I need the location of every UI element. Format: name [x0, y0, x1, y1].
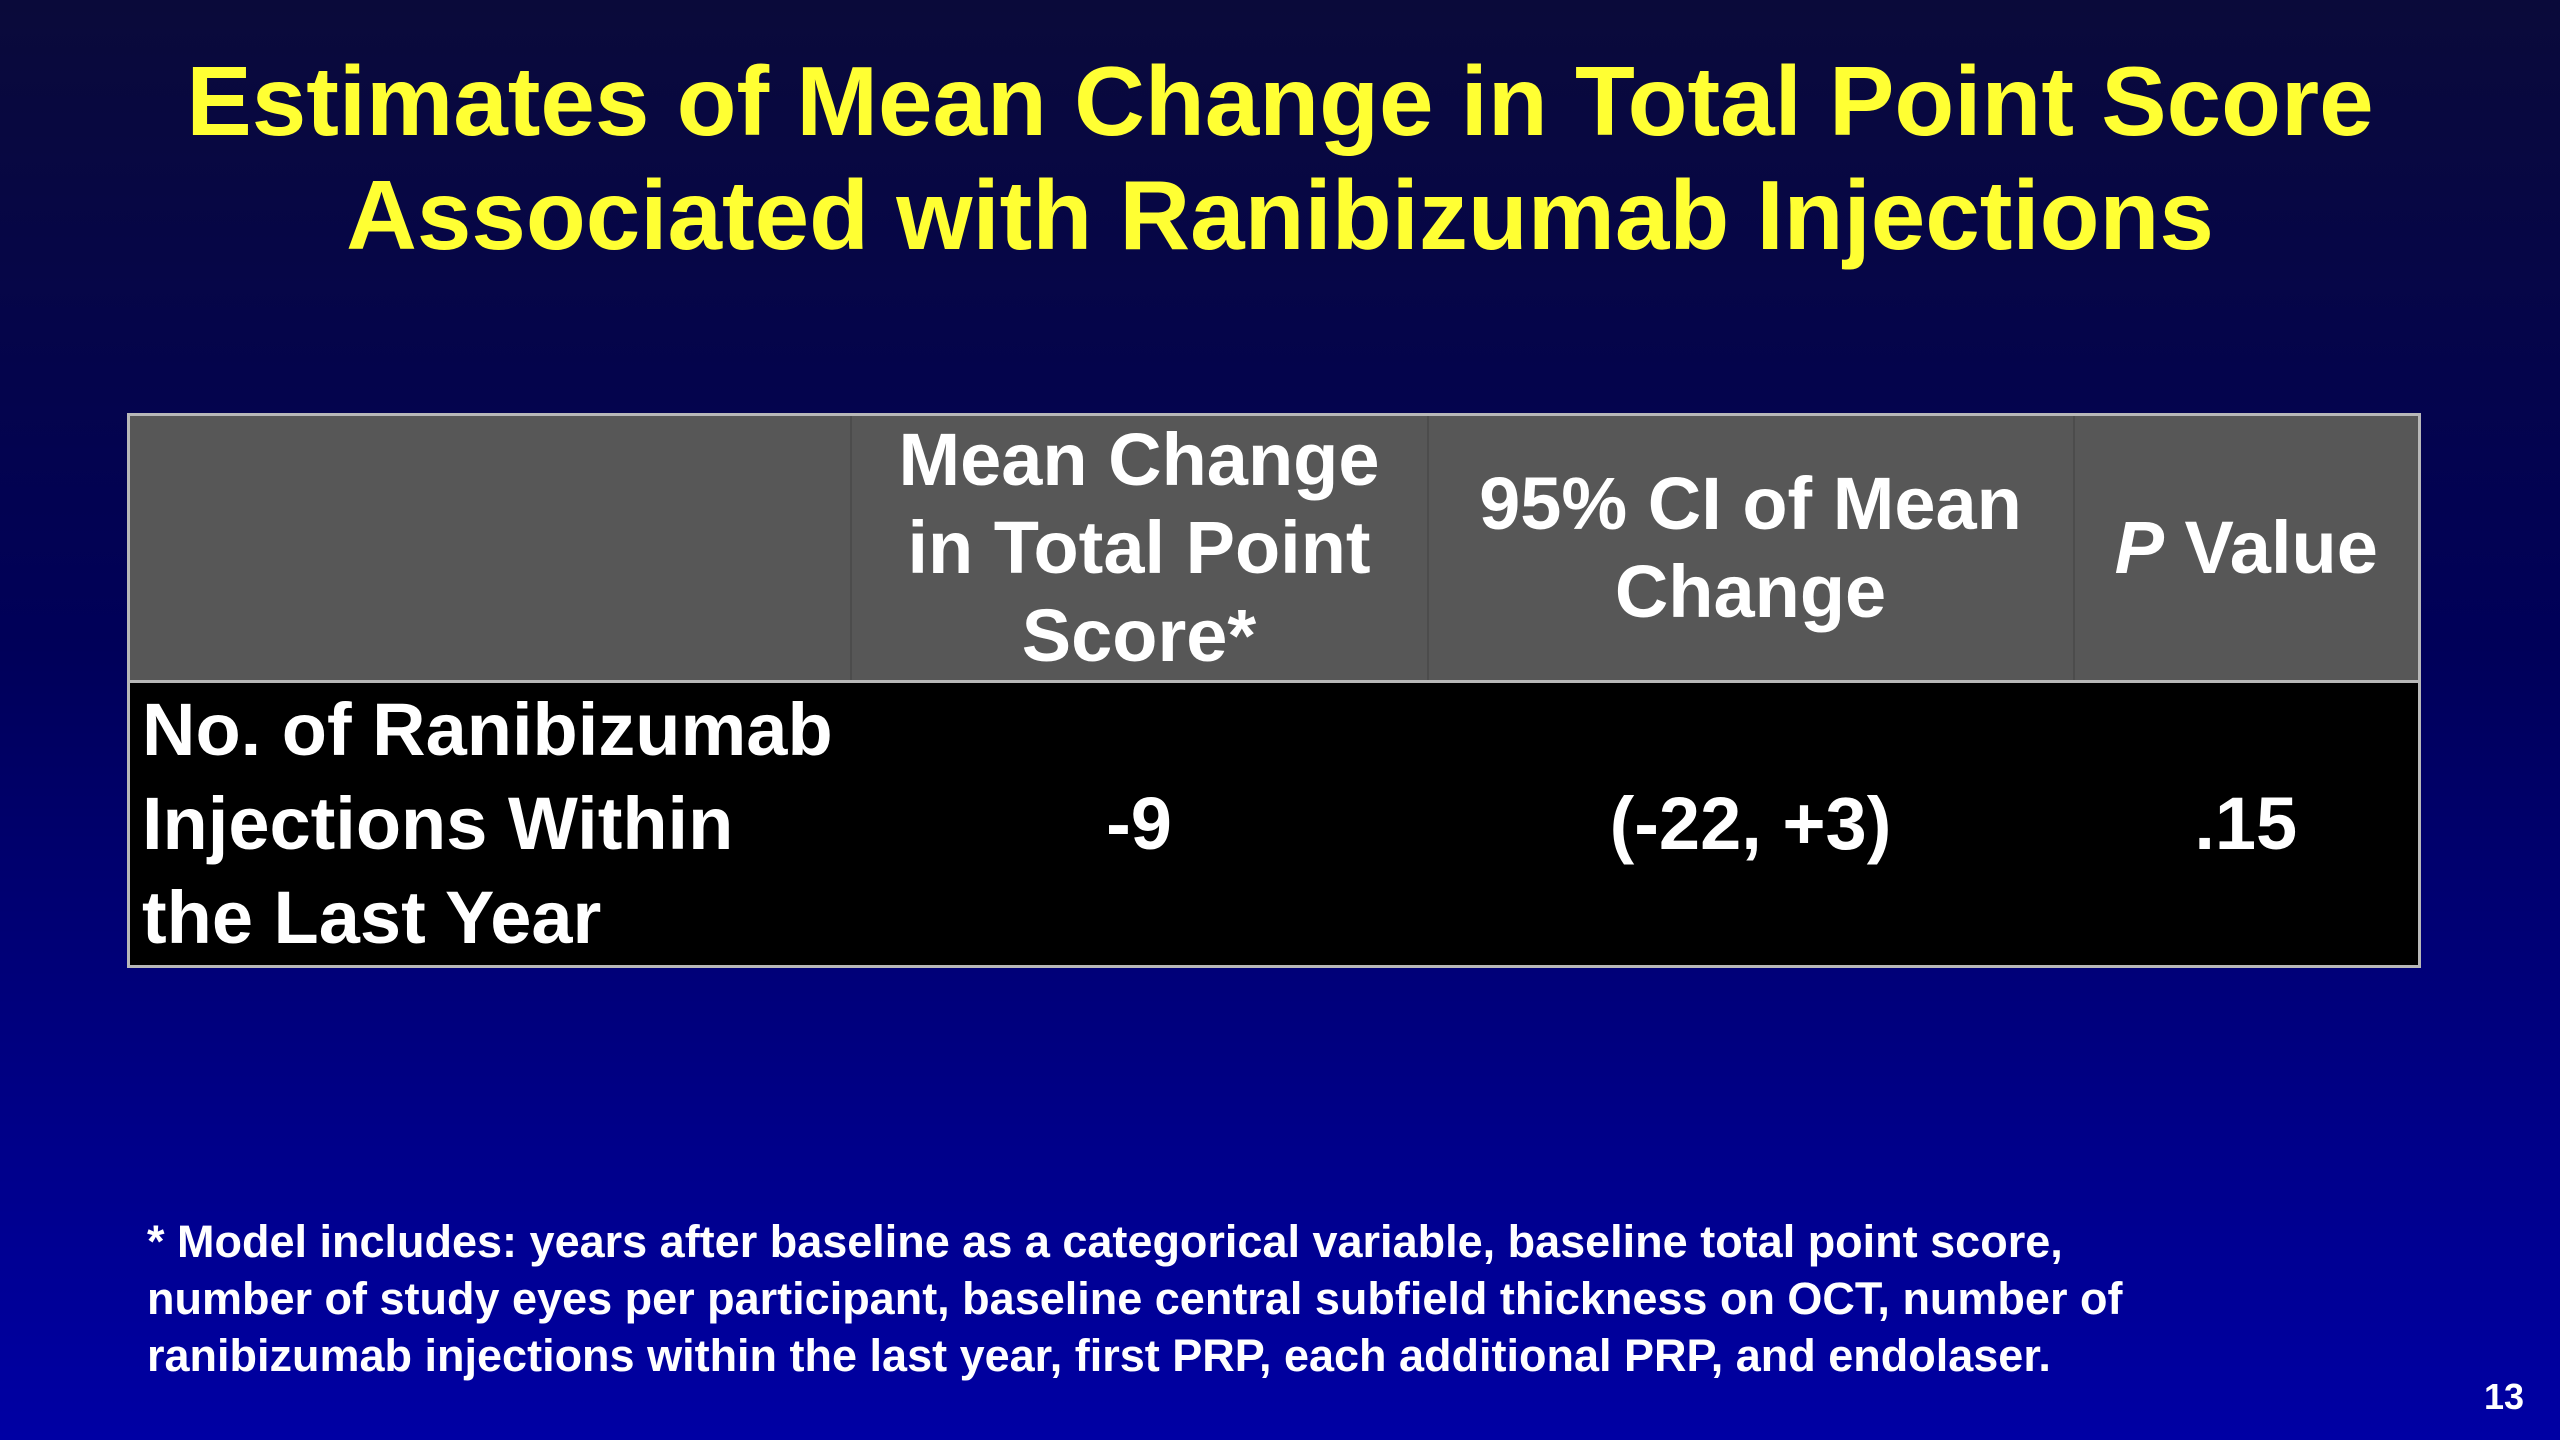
row-label-line-1: No. of Ranibizumab — [142, 688, 833, 771]
cell-mean-change: -9 — [850, 681, 1428, 967]
header-p-value-rest: Value — [2163, 506, 2378, 589]
cell-confidence-interval: (-22, +3) — [1427, 681, 2074, 967]
results-table: Mean Change in Total Point Score* 95% CI… — [127, 413, 2421, 968]
table-row: No. of Ranibizumab Injections Within the… — [128, 681, 2420, 967]
slide-title-line-2: Associated with Ranibizumab Injections — [346, 160, 2214, 270]
header-p-letter: P — [2114, 506, 2164, 589]
header-mean-change-line-3: Score* — [1021, 594, 1257, 677]
footnote-line-2: number of study eyes per participant, ba… — [147, 1273, 2123, 1324]
header-mean-change-line-1: Mean Change — [898, 418, 1380, 501]
page-number: 13 — [2483, 1376, 2524, 1417]
header-mean-change: Mean Change in Total Point Score* — [850, 414, 1429, 683]
header-p-value: P Value — [2073, 414, 2420, 683]
slide-title-line-1: Estimates of Mean Change in Total Point … — [186, 46, 2374, 156]
footnote-line-1: * Model includes: years after baseline a… — [147, 1216, 2063, 1267]
header-mean-change-line-2: in Total Point — [907, 506, 1371, 589]
row-label-line-3: the Last Year — [142, 876, 602, 959]
cell-p-value: .15 — [2073, 681, 2420, 967]
footnote-line-3: ranibizumab injections within the last y… — [147, 1330, 2051, 1381]
header-ci-line-2: Change — [1614, 550, 1887, 633]
header-confidence-interval: 95% CI of Mean Change — [1427, 414, 2075, 683]
slide-title: Estimates of Mean Change in Total Point … — [0, 44, 2560, 272]
header-empty-cell — [128, 414, 852, 683]
footnote: * Model includes: years after baseline a… — [147, 1213, 2447, 1384]
header-ci-line-1: 95% CI of Mean — [1479, 462, 2022, 545]
row-label-line-2: Injections Within — [142, 782, 734, 865]
row-label: No. of Ranibizumab Injections Within the… — [128, 681, 851, 967]
table-header-row: Mean Change in Total Point Score* 95% CI… — [128, 414, 2420, 683]
